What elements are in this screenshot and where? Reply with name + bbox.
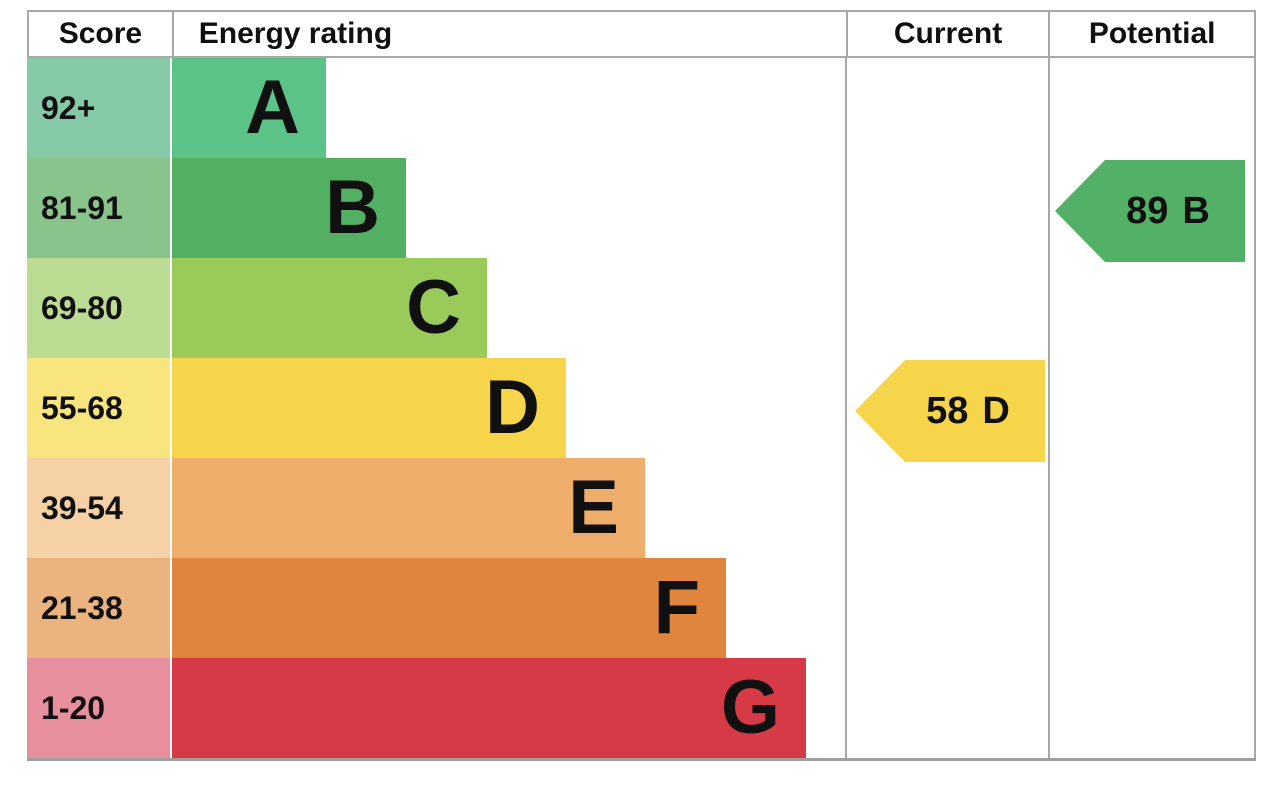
band-letter-d: D: [485, 365, 540, 450]
band-bar-a: A: [170, 58, 326, 158]
epc-table: Score Energy rating Current Potential 92…: [27, 10, 1256, 761]
potential-rating-value: 89: [1126, 189, 1169, 232]
header-potential: Potential: [1048, 12, 1254, 56]
band-row-g: 1-20 G: [27, 658, 1256, 758]
band-letter-b: B: [325, 165, 380, 250]
band-row-f: 21-38 F: [27, 558, 1256, 658]
band-letter-a: A: [245, 65, 300, 150]
current-rating-letter: D: [982, 389, 1010, 432]
epc-body: 92+ A 81-91 B 69-80 C 55-68 D 39-54 E 21-38 F 1-20 G …: [27, 58, 1256, 761]
header-current: Current: [845, 12, 1049, 56]
band-letter-c: C: [406, 265, 461, 350]
current-column-left-divider: [845, 58, 847, 758]
band-letter-f: F: [653, 565, 700, 650]
header-score: Score: [58, 17, 143, 50]
epc-header-row: Score Energy rating Current Potential: [27, 10, 1256, 58]
band-letter-e: E: [568, 465, 619, 550]
band-row-e: 39-54 E: [27, 458, 1256, 558]
band-bar-b: B: [170, 158, 406, 258]
band-bar-f: F: [170, 558, 726, 658]
score-range-b: 81-91: [27, 158, 170, 258]
potential-column-left-divider: [1048, 58, 1050, 758]
table-right-border: [1254, 58, 1256, 758]
band-letter-g: G: [720, 665, 780, 750]
band-row-a: 92+ A: [27, 58, 1256, 158]
band-bar-g: G: [170, 658, 806, 758]
score-range-e: 39-54: [27, 458, 170, 558]
band-row-b: 81-91 B: [27, 158, 1256, 258]
band-bar-e: E: [170, 458, 645, 558]
band-row-c: 69-80 C: [27, 258, 1256, 358]
band-bar-d: D: [170, 358, 566, 458]
score-range-c: 69-80: [27, 258, 170, 358]
score-range-g: 1-20: [27, 658, 170, 758]
potential-rating-letter: B: [1182, 189, 1210, 232]
band-bar-c: C: [170, 258, 487, 358]
band-row-d: 55-68 D: [27, 358, 1256, 458]
table-bottom-border: [27, 758, 1256, 761]
score-range-f: 21-38: [27, 558, 170, 658]
current-rating-value: 58: [926, 389, 969, 432]
header-energy-rating: Energy rating: [171, 12, 846, 56]
score-range-d: 55-68: [27, 358, 170, 458]
score-range-a: 92+: [27, 58, 170, 158]
